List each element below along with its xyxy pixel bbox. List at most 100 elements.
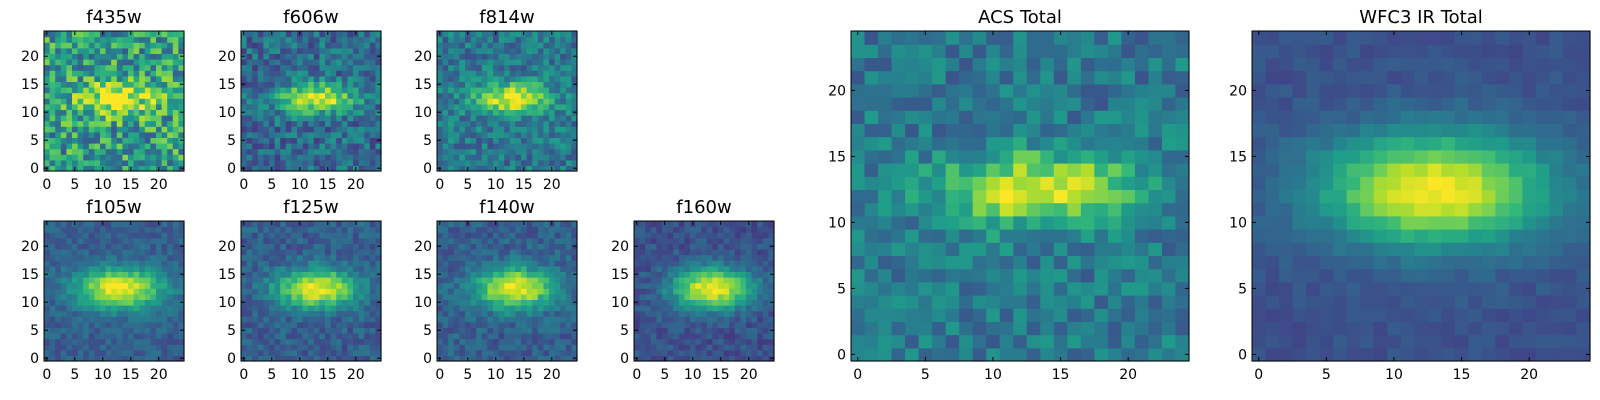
heatmap-cell xyxy=(465,109,472,116)
y-tick-label: 0 xyxy=(423,161,432,177)
heatmap-cell xyxy=(723,260,730,267)
heatmap-cell xyxy=(308,327,315,334)
heatmap-cell xyxy=(88,355,95,362)
heatmap-cell xyxy=(673,333,680,340)
heatmap-cell xyxy=(358,321,365,328)
heatmap-cell xyxy=(336,333,343,340)
heatmap-cell xyxy=(999,202,1014,217)
heatmap-cell xyxy=(150,338,157,345)
heatmap-cell xyxy=(144,143,151,150)
heatmap-cell xyxy=(571,31,578,38)
heatmap-cell xyxy=(341,154,348,161)
heatmap-cell xyxy=(133,293,140,300)
heatmap-cell xyxy=(554,154,561,161)
heatmap-cell xyxy=(364,349,371,356)
heatmap-cell xyxy=(319,109,326,116)
heatmap-cell xyxy=(437,98,444,105)
heatmap-cell xyxy=(319,53,326,60)
y-tick-label: 0 xyxy=(30,351,39,367)
heatmap-cell xyxy=(133,120,140,127)
heatmap-cell xyxy=(341,243,348,250)
heatmap-cell xyxy=(167,103,174,110)
heatmap-cell xyxy=(712,243,719,250)
heatmap-cell xyxy=(319,42,326,49)
heatmap-cell xyxy=(116,148,123,155)
heatmap-cell xyxy=(353,53,360,60)
heatmap-cell xyxy=(100,137,107,144)
x-tick-label: 10 xyxy=(684,367,702,383)
heatmap-cell xyxy=(476,47,483,54)
heatmap-cell xyxy=(297,131,304,138)
heatmap-cell xyxy=(543,299,550,306)
heatmap-cell xyxy=(509,98,516,105)
heatmap-cell xyxy=(712,355,719,362)
heatmap-cell xyxy=(150,305,157,312)
heatmap-cell xyxy=(442,42,449,49)
heatmap-cell xyxy=(280,344,287,351)
heatmap-cell xyxy=(571,103,578,110)
heatmap-cell xyxy=(662,344,669,351)
heatmap-cell xyxy=(325,321,332,328)
heatmap-cell xyxy=(493,265,500,272)
heatmap-cell xyxy=(105,305,112,312)
heatmap-cell xyxy=(521,103,528,110)
heatmap-cell xyxy=(481,293,488,300)
heatmap-cell xyxy=(161,249,168,256)
heatmap-cell xyxy=(341,115,348,122)
heatmap-cell xyxy=(493,254,500,261)
heatmap-cell xyxy=(465,70,472,77)
heatmap-cell xyxy=(161,126,168,133)
heatmap-cell xyxy=(274,98,281,105)
heatmap-cell xyxy=(470,143,477,150)
heatmap-cell xyxy=(269,277,276,284)
heatmap-cell xyxy=(999,242,1014,256)
heatmap-cell xyxy=(116,131,123,138)
heatmap-cell xyxy=(526,115,533,122)
heatmap-cell xyxy=(358,98,365,105)
heatmap-cell xyxy=(537,254,544,261)
heatmap-cell xyxy=(364,316,371,323)
heatmap-cell xyxy=(768,265,775,272)
x-tick-label: 20 xyxy=(150,177,168,193)
heatmap-cell xyxy=(481,103,488,110)
heatmap-cell xyxy=(526,265,533,272)
heatmap-cell xyxy=(77,159,84,166)
heatmap-cell xyxy=(1121,242,1136,256)
heatmap-cell xyxy=(55,232,62,239)
heatmap-cell xyxy=(319,103,326,110)
heatmap-cell xyxy=(476,327,483,334)
heatmap-cell xyxy=(150,53,157,60)
heatmap-cell xyxy=(285,31,292,38)
heatmap-cell xyxy=(246,36,253,43)
heatmap-cell xyxy=(269,260,276,267)
heatmap-cell xyxy=(481,316,488,323)
heatmap-cell xyxy=(263,70,270,77)
heatmap-cell xyxy=(246,75,253,82)
heatmap-cell xyxy=(465,131,472,138)
heatmap-cell xyxy=(150,31,157,38)
heatmap-cell xyxy=(358,254,365,261)
heatmap-cell xyxy=(167,271,174,278)
heatmap-cell xyxy=(44,282,51,289)
heatmap-cell xyxy=(49,299,56,306)
heatmap-cell xyxy=(932,308,947,322)
heatmap-cell xyxy=(241,226,248,233)
heatmap-cell xyxy=(1067,176,1082,190)
heatmap-cell xyxy=(986,163,1001,177)
y-tick-label: 0 xyxy=(30,161,39,177)
heatmap-cell xyxy=(274,333,281,340)
heatmap-cell xyxy=(167,282,174,289)
heatmap-cell xyxy=(308,53,315,60)
heatmap-cell xyxy=(487,148,494,155)
heatmap-cell xyxy=(269,349,276,356)
heatmap-cell xyxy=(470,333,477,340)
heatmap-cell xyxy=(263,36,270,43)
heatmap-cell xyxy=(172,271,179,278)
heatmap-cell xyxy=(532,81,539,88)
heatmap-cell xyxy=(285,115,292,122)
heatmap-cell xyxy=(571,338,578,345)
heatmap-cell xyxy=(94,221,101,228)
heatmap-cell xyxy=(111,131,118,138)
heatmap-cell xyxy=(269,159,276,166)
heatmap-cell xyxy=(308,293,315,300)
